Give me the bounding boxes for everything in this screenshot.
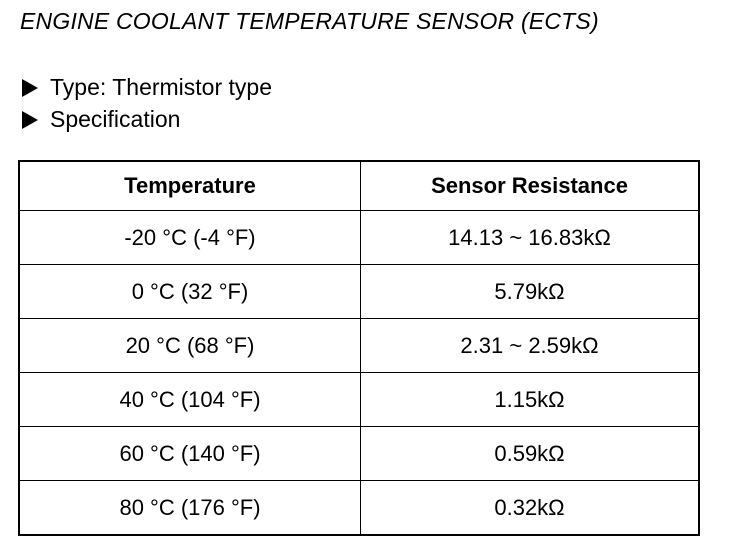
table-cell: 14.13 ~ 16.83kΩ: [360, 210, 700, 265]
spec-table: Temperature Sensor Resistance -20 °C (-4 …: [18, 160, 700, 536]
table-row: -20 °C (-4 °F) 14.13 ~ 16.83kΩ: [18, 210, 700, 265]
header-row: Temperature Sensor Resistance: [18, 160, 700, 211]
bullet: Specification: [22, 106, 180, 133]
table-row: 80 °C (176 °F) 0.32kΩ: [18, 480, 700, 536]
bullet-arrow: [22, 110, 38, 129]
title: ENGINE COOLANT TEMPERATURE SENSOR (ECTS): [20, 8, 599, 34]
table-cell: 20 °C (68 °F): [18, 318, 361, 373]
table-cell: 60 °C (140 °F): [18, 426, 361, 481]
table-cell: 0.59kΩ: [360, 426, 700, 481]
table-body: -20 °C (-4 °F) 14.13 ~ 16.83kΩ 0 °C (32 °F…: [18, 210, 700, 536]
bullet-text: Specification: [50, 106, 181, 132]
table-row: 40 °C (104 °F) 1.15kΩ: [18, 372, 700, 427]
table-row: 20 °C (68 °F) 2.31 ~ 2.59kΩ: [18, 318, 700, 373]
bullet: Type: Thermistor type: [22, 74, 272, 101]
column-header: Sensor Resistance: [360, 160, 700, 211]
table-cell: 2.31 ~ 2.59kΩ: [360, 318, 700, 373]
table-cell: 0 °C (32 °F): [18, 264, 361, 319]
table-row: 0 °C (32 °F) 5.79kΩ: [18, 264, 700, 319]
column-header: Temperature: [18, 160, 361, 211]
bullet-text: Type: Thermistor type: [50, 74, 272, 100]
table-cell: -20 °C (-4 °F): [18, 210, 361, 265]
table-cell: 80 °C (176 °F): [18, 480, 361, 536]
table-cell: 40 °C (104 °F): [18, 372, 361, 427]
table-cell: 1.15kΩ: [360, 372, 700, 427]
table-cell: 0.32kΩ: [360, 480, 700, 536]
table-cell: 5.79kΩ: [360, 264, 700, 319]
table-row: 60 °C (140 °F) 0.59kΩ: [18, 426, 700, 481]
bullet-arrow: [22, 78, 38, 97]
